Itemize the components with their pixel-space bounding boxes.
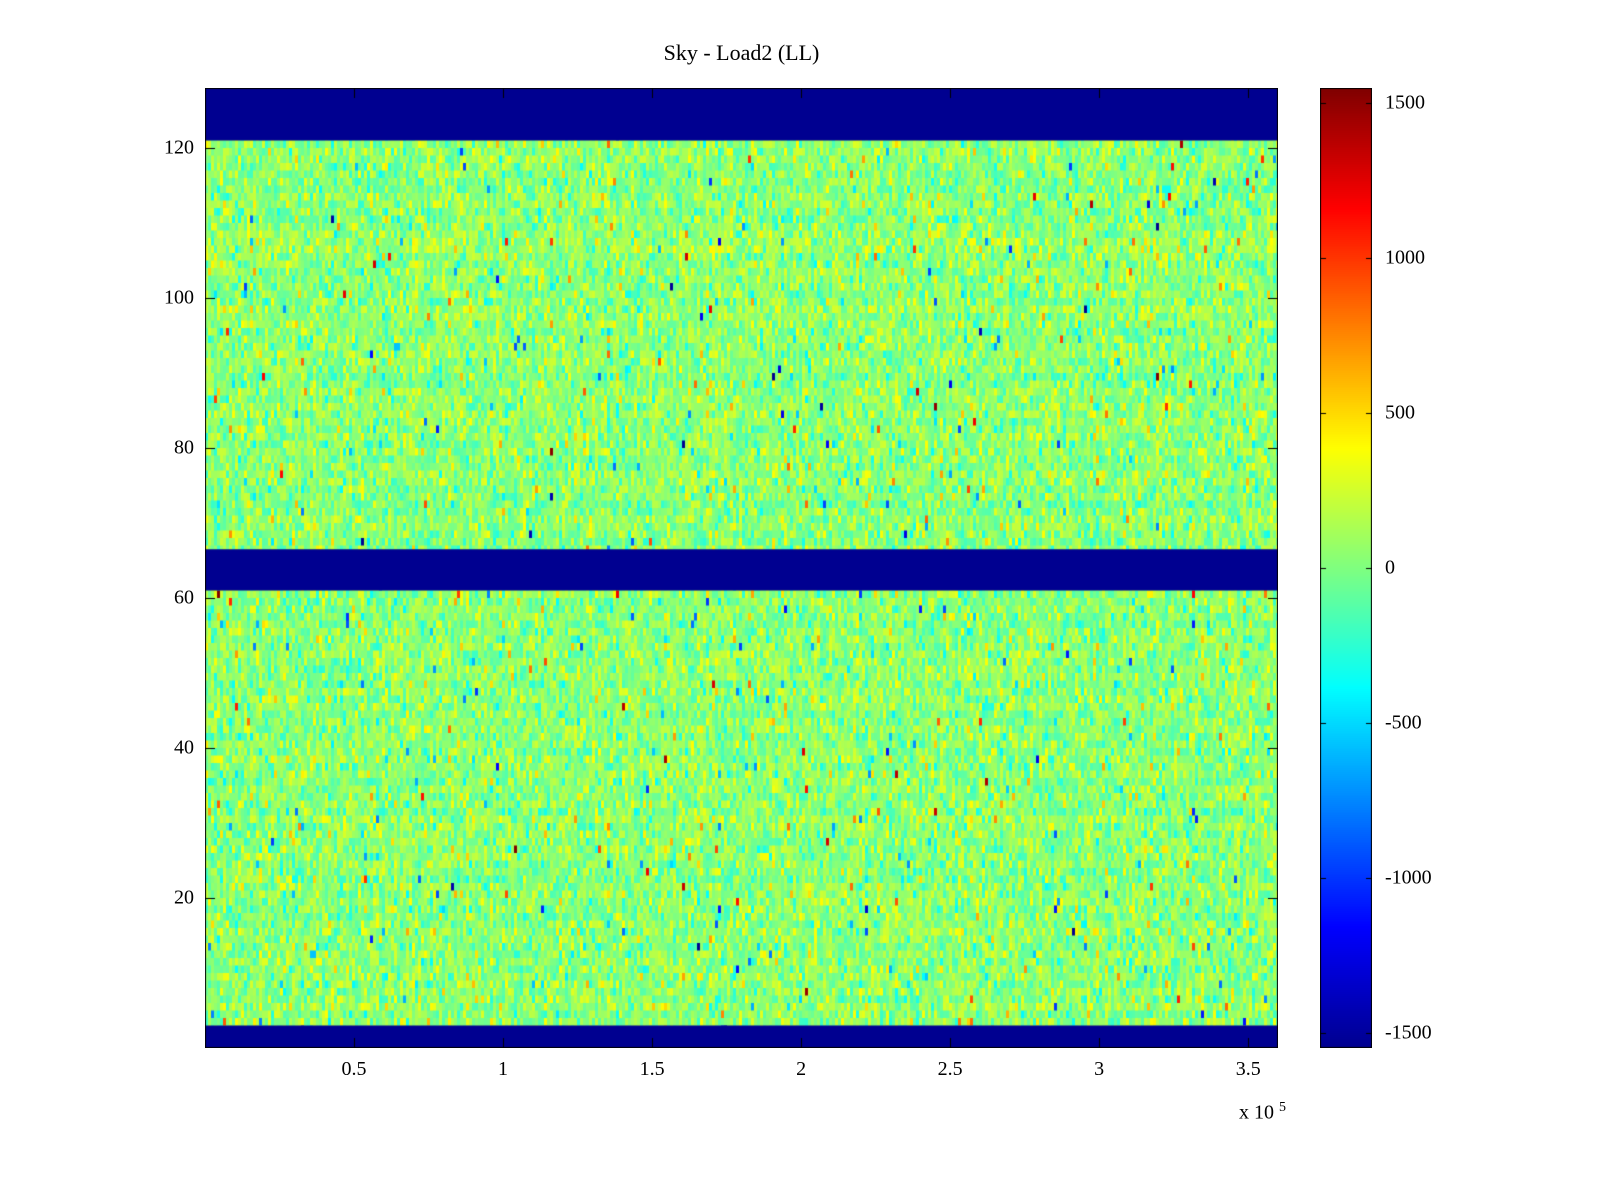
y-axis-tick-label: 60 bbox=[174, 586, 194, 609]
colorbar-tick-label: 1000 bbox=[1385, 246, 1425, 269]
colorbar-tick-label: 1500 bbox=[1385, 91, 1425, 114]
x-axis-tick-label: 2.5 bbox=[937, 1058, 963, 1080]
y-axis-tick-label: 20 bbox=[174, 886, 194, 909]
x-axis-tick-label: 3 bbox=[1094, 1058, 1105, 1080]
x-scale-base: x 10 bbox=[1239, 1101, 1274, 1124]
x-axis-tick-label: 3.5 bbox=[1235, 1058, 1261, 1080]
x-scale-exponent: 5 bbox=[1279, 1100, 1286, 1115]
x-axis-tick-label: 2 bbox=[796, 1058, 807, 1080]
y-axis-tick-label: 80 bbox=[174, 436, 194, 459]
x-axis-scale-label: x 10 5 bbox=[1239, 1100, 1286, 1125]
colorbar-tick-label: -500 bbox=[1385, 711, 1422, 734]
x-axis-tick-label: 1.5 bbox=[639, 1058, 665, 1080]
y-axis-tick-label: 120 bbox=[164, 136, 194, 159]
x-axis-tick-label: 0.5 bbox=[341, 1058, 367, 1080]
y-axis-tick-label: 40 bbox=[174, 736, 194, 759]
y-axis-tick-label: 100 bbox=[164, 286, 194, 309]
x-axis-tick-label: 1 bbox=[498, 1058, 509, 1080]
heatmap-plot bbox=[205, 88, 1278, 1048]
colorbar-tick-label: -1500 bbox=[1385, 1021, 1432, 1044]
colorbar bbox=[1320, 88, 1372, 1048]
colorbar-tick-label: 500 bbox=[1385, 401, 1415, 424]
colorbar-tick-label: 0 bbox=[1385, 556, 1395, 579]
colorbar-tick-label: -1000 bbox=[1385, 866, 1432, 889]
chart-title: Sky - Load2 (LL) bbox=[663, 40, 820, 65]
